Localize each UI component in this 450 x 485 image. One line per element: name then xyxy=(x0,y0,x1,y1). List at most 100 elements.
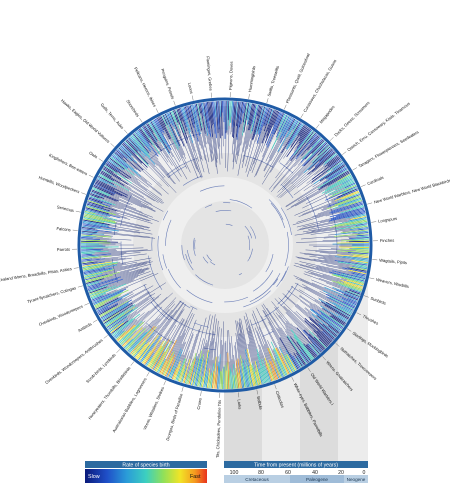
taxon-label: Tits, Chickadees, Penduline Tits xyxy=(215,400,222,458)
label-leader xyxy=(307,367,311,372)
label-leaders xyxy=(72,92,378,398)
taxon-label: Owls xyxy=(88,150,98,159)
time-tick-0: 0 xyxy=(363,470,366,476)
taxon-label: New World Warblers, New World Blackbirds… xyxy=(373,162,450,204)
period-cretaceous: Cretaceous xyxy=(245,477,269,482)
label-leader xyxy=(335,343,340,347)
label-leader xyxy=(139,118,143,123)
time-legend-title: Time from present (millions of years) xyxy=(254,463,338,469)
taxon-label: Vireos, Whistlers, Shrikes xyxy=(142,386,165,431)
taxon-label: Larks xyxy=(237,399,243,409)
label-leader xyxy=(200,391,202,397)
label-leader xyxy=(352,167,358,171)
taxon-label: Finches xyxy=(380,238,394,243)
period-paleogene: Paleogene xyxy=(306,477,328,482)
label-leader xyxy=(155,108,159,113)
label-leader xyxy=(347,328,352,332)
label-leader xyxy=(116,349,121,353)
label-leader xyxy=(75,210,81,213)
label-leader xyxy=(371,221,377,223)
label-leader xyxy=(300,113,304,118)
taxon-label: Antbirds xyxy=(77,321,92,333)
taxon-label: Flamingos, Grebes xyxy=(205,56,213,91)
label-leader xyxy=(360,184,366,187)
taxon-label: Longspurs xyxy=(378,216,398,224)
taxon-label: Hornbills, Woodpeckers xyxy=(38,175,80,194)
label-leader xyxy=(274,384,277,390)
time-tick-60: 60 xyxy=(285,470,291,476)
label-leader xyxy=(248,93,250,99)
time-tick-40: 40 xyxy=(312,470,318,476)
taxon-label: Kingfishers, Bee-eaters xyxy=(48,152,88,176)
taxon-label: Pigeons, Doves xyxy=(228,61,234,90)
taxon-label: Megapodes xyxy=(318,104,335,124)
label-leader xyxy=(284,104,287,110)
taxon-label: Ducks, Geese, Screamers xyxy=(333,100,370,137)
taxon-label: Ovenbirds, Woodcreepers xyxy=(38,304,84,327)
label-leader xyxy=(329,137,334,141)
label-leader xyxy=(356,312,362,316)
tree-tips xyxy=(81,101,369,389)
taxon-label: Pheasants, Quail, Guineafowl xyxy=(285,52,311,104)
taxon-label: Wagtails, Pipits xyxy=(379,258,407,266)
label-leader xyxy=(103,335,108,339)
label-leader xyxy=(124,129,128,134)
rate-slow-label: Slow xyxy=(88,474,100,480)
label-leader xyxy=(369,277,375,280)
taxon-label: Loons xyxy=(187,82,194,94)
taxon-label: Parrots xyxy=(57,247,70,252)
label-leader xyxy=(342,151,347,155)
taxon-label: Falcons xyxy=(56,226,71,232)
period-neogene: Neogene xyxy=(347,477,366,482)
label-leader xyxy=(266,98,269,104)
taxon-label: New Zealand Wrens, Broadbills, Pittas, A… xyxy=(0,266,72,284)
label-leader xyxy=(367,202,373,205)
label-leader xyxy=(77,285,83,288)
label-leader xyxy=(73,267,79,269)
time-tick-80: 80 xyxy=(258,470,264,476)
taxon-label: Tyrant-flycatchers, Cotingas xyxy=(27,285,77,304)
label-leader xyxy=(146,372,150,377)
label-leader xyxy=(315,124,320,129)
time-tick-100: 100 xyxy=(230,470,239,476)
taxon-label: Swifts, Treeswifts xyxy=(266,65,280,97)
taxon-label: Seriemas xyxy=(56,204,74,213)
label-leader xyxy=(364,295,369,298)
rate-legend-title: Rate of species birth xyxy=(122,463,169,469)
label-leader xyxy=(256,389,259,395)
time-legend: Time from present (millions of years) 10… xyxy=(224,461,368,483)
label-leader xyxy=(81,192,86,195)
label-leader xyxy=(88,174,94,178)
taxon-label: Pelicans, Herons, Ibises xyxy=(133,66,157,107)
rate-legend: Rate of species birth Slow Fast xyxy=(85,461,207,483)
taxon-label: Gulls, Terns, Auks xyxy=(100,102,125,130)
label-leader xyxy=(84,303,90,306)
label-leader xyxy=(291,377,295,382)
outer-ring xyxy=(77,97,373,393)
taxon-label: Scrub-birds, Lyrebirds xyxy=(85,352,117,384)
taxon-label: Cisticolas xyxy=(275,390,286,408)
rate-fast-label: Fast xyxy=(190,474,201,480)
time-legend-header xyxy=(224,461,368,468)
label-leader xyxy=(181,386,184,392)
time-tick-20: 20 xyxy=(338,470,344,476)
label-leader xyxy=(322,356,326,361)
taxon-label: Shorebirds xyxy=(125,99,140,118)
taxon-label: Weavers, Waxbills xyxy=(376,277,410,289)
label-leader xyxy=(110,143,115,147)
taxon-label: Sunbirds xyxy=(370,296,387,306)
taxon-label: Crows xyxy=(196,398,203,410)
label-leader xyxy=(130,361,135,366)
label-leader xyxy=(98,158,103,162)
taxon-label: Drongos, Birds of Paradise xyxy=(165,392,184,441)
label-leader xyxy=(191,95,194,101)
label-leader xyxy=(92,319,98,323)
taxon-label: Cardinals xyxy=(366,175,384,186)
taxon-label: Ovenbirds, Woodcreepers, Antthrushes xyxy=(44,338,104,386)
rate-gradient-bar xyxy=(85,469,207,483)
label-leader xyxy=(163,380,166,386)
taxon-label: Bulbuls xyxy=(256,396,264,410)
taxon-label: Ostrich, Emu, Cassowary, Kiwis, Tinamous xyxy=(346,101,411,152)
taxon-label: Hummingbirds xyxy=(247,66,256,93)
